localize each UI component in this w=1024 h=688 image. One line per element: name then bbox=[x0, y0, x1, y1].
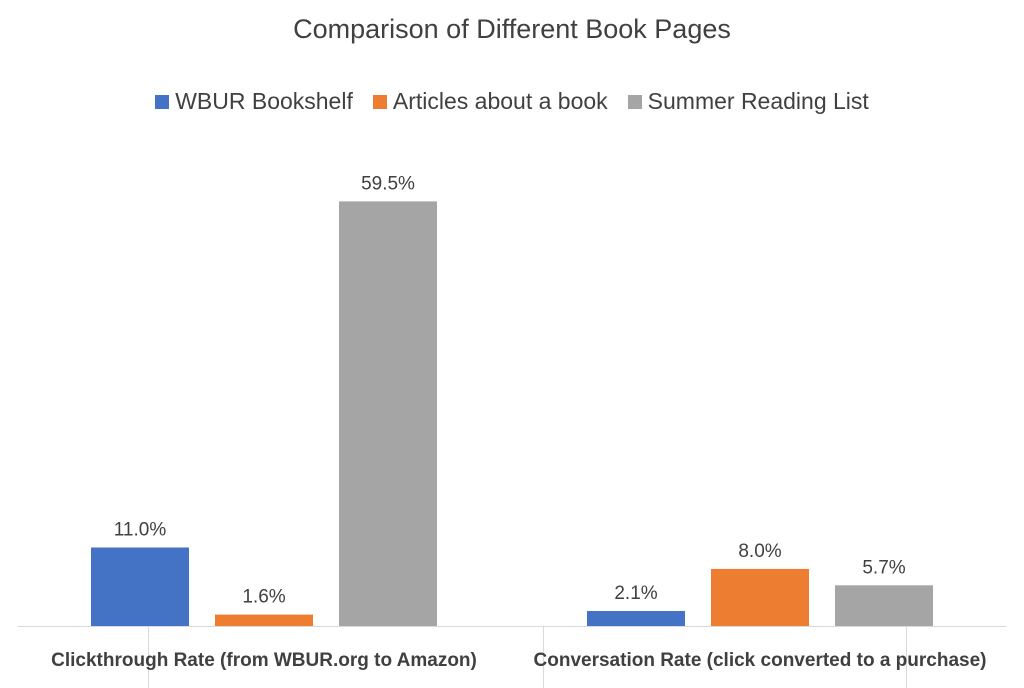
bar-s2-c1 bbox=[835, 585, 933, 626]
bar-s2-c0 bbox=[339, 201, 437, 627]
category-label-0: Clickthrough Rate (from WBUR.org to Amaz… bbox=[51, 650, 477, 671]
legend-item-wbur-bookshelf: WBUR Bookshelf bbox=[155, 88, 353, 115]
data-label-s2-c1: 5.7% bbox=[862, 557, 905, 578]
legend: WBUR Bookshelf Articles about a book Sum… bbox=[0, 88, 1024, 115]
legend-swatch-articles-about-a-book bbox=[372, 94, 387, 109]
legend-swatch-summer-reading-list bbox=[627, 94, 642, 109]
legend-item-articles-about-a-book: Articles about a book bbox=[372, 88, 608, 115]
legend-label-articles-about-a-book: Articles about a book bbox=[392, 88, 608, 114]
legend-swatch-wbur-bookshelf bbox=[155, 94, 170, 109]
bar-s0-c1 bbox=[587, 611, 685, 626]
bar-s1-c1 bbox=[711, 568, 809, 626]
bar-s1-c0 bbox=[215, 614, 313, 626]
data-label-s1-c0: 1.6% bbox=[242, 587, 285, 608]
legend-label-summer-reading-list: Summer Reading List bbox=[647, 88, 869, 114]
category-label-1: Conversation Rate (click converted to a … bbox=[534, 650, 987, 671]
data-label-s1-c1: 8.0% bbox=[738, 541, 781, 562]
legend-label-wbur-bookshelf: WBUR Bookshelf bbox=[175, 88, 353, 114]
legend-item-summer-reading-list: Summer Reading List bbox=[627, 88, 869, 115]
bar-s0-c0 bbox=[91, 547, 189, 626]
data-label-s0-c0: 11.0% bbox=[114, 520, 167, 541]
data-label-s2-c0: 59.5% bbox=[361, 173, 415, 194]
data-label-s0-c1: 2.1% bbox=[614, 583, 657, 604]
chart-title: Comparison of Different Book Pages bbox=[293, 14, 731, 44]
